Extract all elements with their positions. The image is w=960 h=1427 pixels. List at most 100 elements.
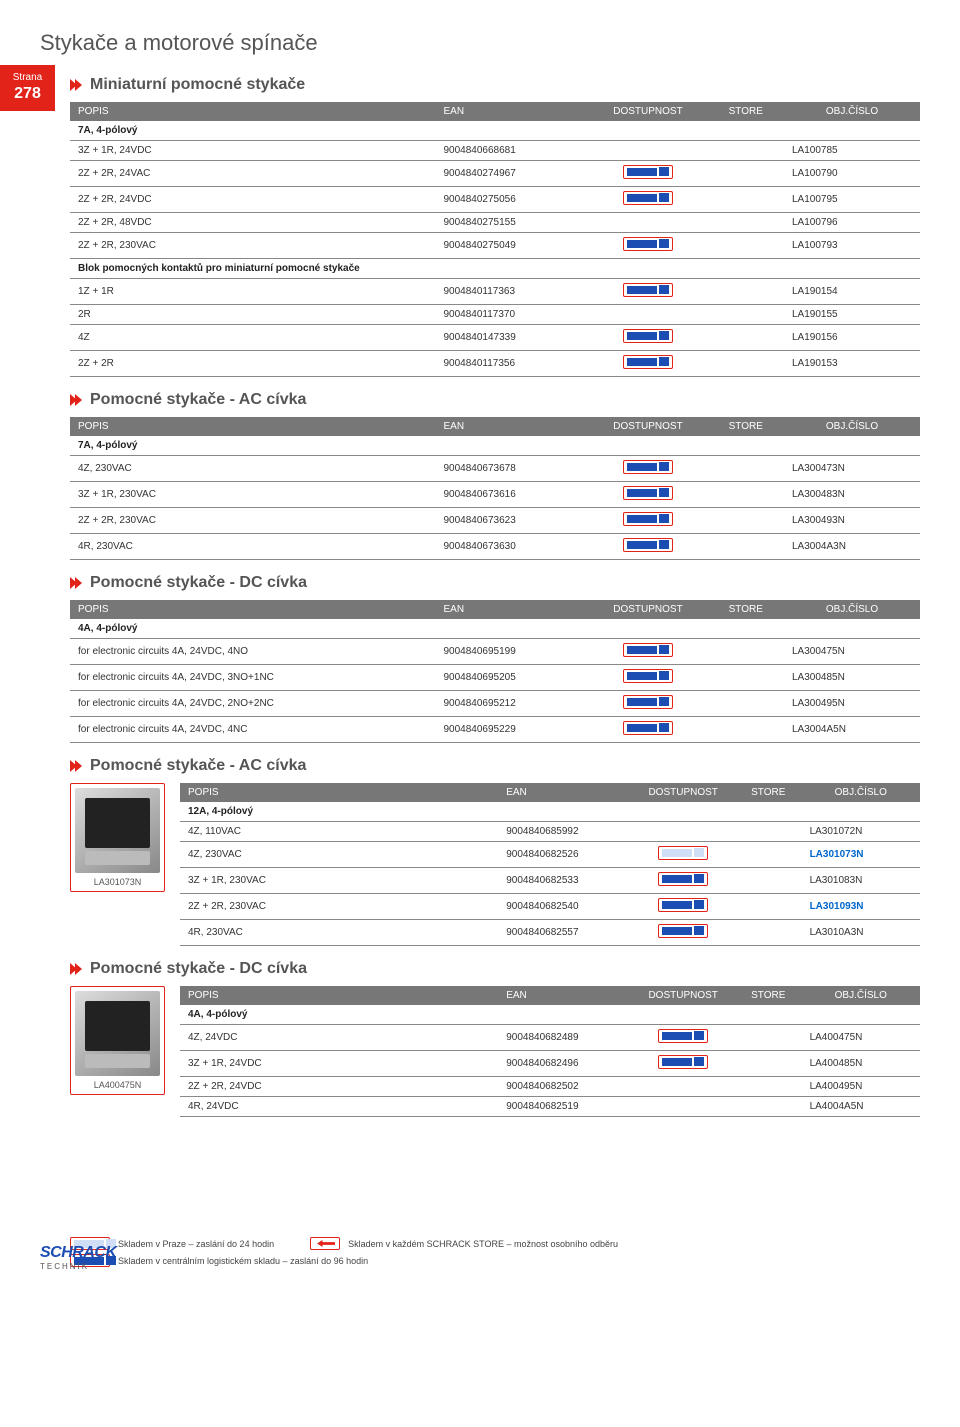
cell-store [735,842,802,868]
cell-obj: LA300473N [784,456,920,482]
cell-popis: 1Z + 1R [70,279,436,305]
cell-ean: 9004840682496 [498,1051,631,1077]
truck-icon [623,695,673,709]
table-subheader: 4A, 4-pólový [70,619,920,639]
cell-popis: for electronic circuits 4A, 24VDC, 4NC [70,717,436,743]
truck-icon [623,283,673,297]
cell-ean: 9004840682557 [498,920,631,946]
cell-popis: 3Z + 1R, 24VDC [70,141,436,161]
table-row: 4Z, 110VAC9004840685992LA301072N [180,822,920,842]
table-row: 2Z + 2R, 24VAC9004840274967LA100790 [70,161,920,187]
section-arrow-icon [70,963,82,975]
product-table: POPISEANDOSTUPNOSTSTOREOBJ.ČÍSLO7A, 4-pó… [70,417,920,560]
cell-store [735,1051,802,1077]
cell-ean: 9004840682540 [498,894,631,920]
cell-dostupnost [589,187,708,213]
truck-icon [623,669,673,683]
cell-obj: LA301083N [802,868,920,894]
table-row: for electronic circuits 4A, 24VDC, 4NO90… [70,639,920,665]
cell-popis: 2Z + 2R, 230VAC [70,233,436,259]
section-title: Pomocné stykače - AC cívka [70,391,920,409]
store-badge-icon [310,1237,340,1250]
section-title: Pomocné stykače - DC cívka [70,574,920,592]
col-popis: POPIS [70,102,436,121]
cell-obj: LA190155 [784,305,920,325]
product-table: POPISEANDOSTUPNOSTSTOREOBJ.ČÍSLO4A, 4-pó… [180,986,920,1117]
cell-obj: LA300495N [784,691,920,717]
cell-obj: LA300483N [784,482,920,508]
col-obj: OBJ.ČÍSLO [802,986,920,1005]
cell-popis: 3Z + 1R, 24VDC [180,1051,498,1077]
cell-popis: 2Z + 2R, 230VAC [70,508,436,534]
col-ean: EAN [498,986,631,1005]
cell-store [708,534,785,560]
cell-obj: LA190154 [784,279,920,305]
cell-store [708,717,785,743]
cell-dostupnost [589,717,708,743]
cell-ean: 9004840695205 [436,665,589,691]
cell-popis: 2Z + 2R, 230VAC [180,894,498,920]
cell-popis: 2Z + 2R, 24VDC [180,1077,498,1097]
truck-icon [623,329,673,343]
cell-store [708,482,785,508]
cell-obj: LA100790 [784,161,920,187]
cell-dostupnost [631,1025,735,1051]
truck-icon [623,355,673,369]
truck-icon [623,460,673,474]
cell-obj: LA300493N [784,508,920,534]
table-row: 2Z + 2R, 24VDC9004840275056LA100795 [70,187,920,213]
cell-obj: LA300485N [784,665,920,691]
truck-icon [623,486,673,500]
cell-dostupnost [589,279,708,305]
col-ean: EAN [498,783,631,802]
cell-ean: 9004840668681 [436,141,589,161]
cell-popis: 4R, 230VAC [180,920,498,946]
cell-obj: LA100793 [784,233,920,259]
truck-icon [623,191,673,205]
cell-ean: 9004840673630 [436,534,589,560]
truck-icon [658,898,708,912]
cell-popis: 4Z, 24VDC [180,1025,498,1051]
table-subheader: 4A, 4-pólový [180,1005,920,1025]
cell-store [708,305,785,325]
truck-icon [658,1055,708,1069]
cell-popis: 2Z + 2R [70,351,436,377]
cell-store [708,665,785,691]
cell-popis: 4Z, 110VAC [180,822,498,842]
table-row: 3Z + 1R, 230VAC9004840682533LA301083N [180,868,920,894]
cell-ean: 9004840695212 [436,691,589,717]
truck-icon [623,512,673,526]
truck-icon [623,237,673,251]
cell-dostupnost [589,508,708,534]
cell-ean: 9004840682526 [498,842,631,868]
cell-dostupnost [589,233,708,259]
cell-ean: 9004840682533 [498,868,631,894]
cell-store [735,868,802,894]
table-row: 4Z, 24VDC9004840682489LA400475N [180,1025,920,1051]
brand-logo: SCHRACK TECHNIK [40,1238,117,1271]
cell-dostupnost [589,691,708,717]
cell-popis: for electronic circuits 4A, 24VDC, 3NO+1… [70,665,436,691]
cell-ean: 9004840275155 [436,213,589,233]
product-image: LA301073N [70,783,165,892]
cell-obj: LA400495N [802,1077,920,1097]
col-obj: OBJ.ČÍSLO [802,783,920,802]
truck-icon [623,721,673,735]
cell-dostupnost [589,456,708,482]
cell-dostupnost [589,534,708,560]
product-image: LA400475N [70,986,165,1095]
table-row: 4Z9004840147339LA190156 [70,325,920,351]
cell-dostupnost [589,351,708,377]
cell-dostupnost [589,639,708,665]
table-subheader: 7A, 4-pólový [70,436,920,456]
col-obj: OBJ.ČÍSLO [784,600,920,619]
cell-obj: LA3004A5N [784,717,920,743]
cell-obj: LA190156 [784,325,920,351]
truck-icon [658,924,708,938]
table-row: 4R, 230VAC9004840673630LA3004A3N [70,534,920,560]
section-title: Miniaturní pomocné stykače [70,76,920,94]
cell-store [735,1077,802,1097]
logo-subtext: TECHNIK [40,1262,117,1271]
table-row: 2Z + 2R9004840117356LA190153 [70,351,920,377]
cell-obj: LA4004A5N [802,1097,920,1117]
